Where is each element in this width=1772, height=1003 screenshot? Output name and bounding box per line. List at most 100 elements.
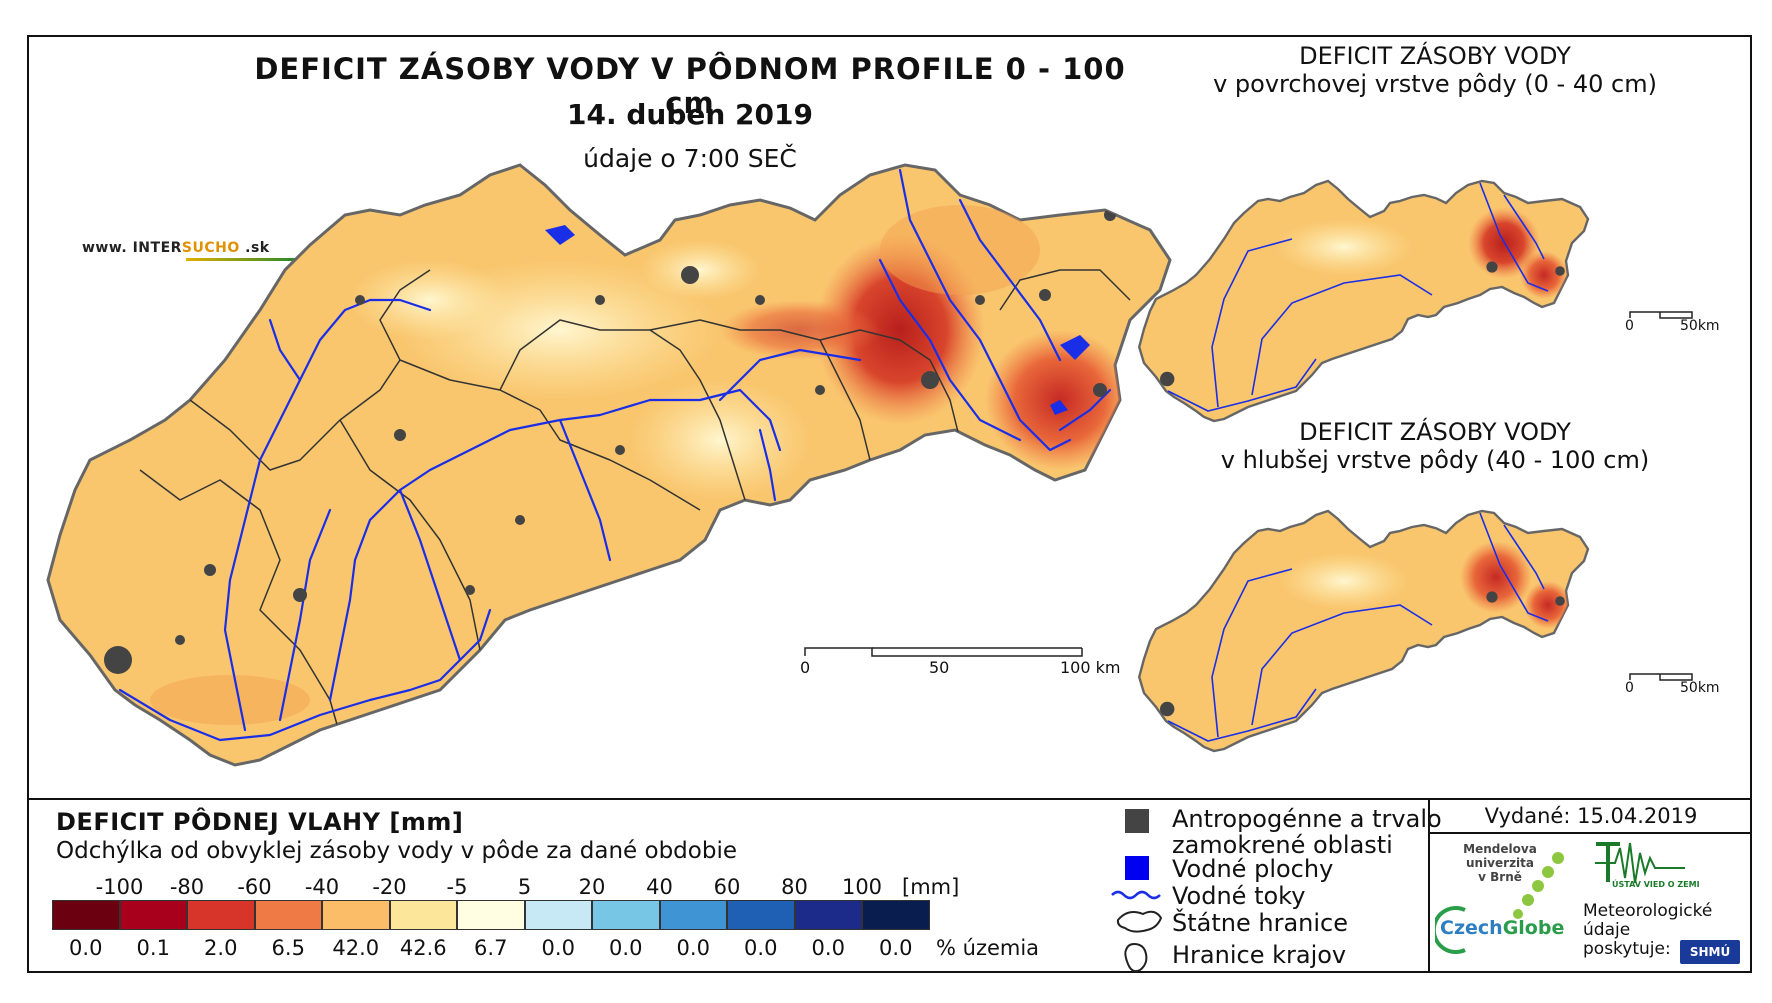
legend-swatch-11 bbox=[794, 900, 862, 930]
legend-swatch-10 bbox=[727, 900, 795, 930]
legend-threshold-3: -40 bbox=[304, 875, 340, 899]
shmu-logo-text: SHMÚ bbox=[1689, 945, 1731, 959]
legend-divider bbox=[27, 798, 1752, 800]
legend-swatch-5 bbox=[389, 900, 457, 930]
region-border-symbol bbox=[1124, 942, 1148, 973]
legend-threshold-1: -80 bbox=[169, 875, 205, 899]
czechglobe-arc-icon bbox=[1435, 906, 1466, 954]
legend-threshold-10: 80 bbox=[781, 875, 808, 899]
inset-bottom-title-line1: DEFICIT ZÁSOBY VODY bbox=[1299, 418, 1571, 446]
legend-water-streams: Vodné toky bbox=[1172, 882, 1306, 910]
scale-label-50: 50 bbox=[929, 658, 950, 677]
legend-threshold-7: 20 bbox=[578, 875, 606, 899]
legend-threshold-0: -100 bbox=[95, 875, 144, 899]
inset-top-title-line2: v povrchovej vrstve pôdy (0 - 40 cm) bbox=[1213, 70, 1657, 98]
legend-swatch-9 bbox=[659, 900, 727, 930]
legend-percent-0: 0.0 bbox=[69, 936, 103, 960]
website-underline bbox=[186, 258, 296, 261]
legend-state-border: Štátne hranice bbox=[1172, 909, 1348, 937]
legend-threshold-6: 5 bbox=[517, 875, 532, 899]
czechglobe-czech: Czech bbox=[1440, 917, 1503, 939]
issued-divider bbox=[1428, 832, 1752, 834]
legend-swatch-4 bbox=[322, 900, 390, 930]
credits-divider bbox=[1428, 798, 1430, 973]
legend-percent-9: 0.0 bbox=[676, 936, 710, 960]
legend-region-border: Hranice krajov bbox=[1172, 941, 1347, 969]
urban-area-swatch bbox=[1125, 809, 1149, 833]
legend-swatch-1 bbox=[119, 900, 187, 930]
inset-top-scale-bar bbox=[1629, 311, 1693, 319]
legend-swatch-3 bbox=[254, 900, 322, 930]
legend-threshold-8: 40 bbox=[646, 875, 673, 899]
czechglobe-globe: Globe bbox=[1502, 917, 1565, 939]
czechglobe-logo: CzechGlobe bbox=[1440, 917, 1564, 939]
main-scale-bar bbox=[804, 647, 1083, 657]
scale-label-0: 0 bbox=[800, 658, 811, 677]
mendel-logo-text: Mendelova univerzita v Brně bbox=[1450, 842, 1550, 884]
legend-percent-4: 42.0 bbox=[332, 936, 380, 960]
website-brand: SUCHO bbox=[181, 240, 240, 256]
legend-percent-3: 6.5 bbox=[271, 936, 305, 960]
legend-swatch-8 bbox=[592, 900, 660, 930]
inset-bottom-title-line2: v hlubšej vrstve pôdy (40 - 100 cm) bbox=[1220, 446, 1650, 474]
mendel-line2: univerzita bbox=[1465, 856, 1534, 870]
legend-threshold-4: -20 bbox=[372, 875, 407, 899]
legend-title: DEFICIT PÔDNEJ VLAHY [mm] bbox=[56, 808, 464, 836]
water-area-swatch bbox=[1125, 856, 1149, 880]
website-prefix: www. INTER bbox=[82, 240, 182, 256]
mendel-logo-icon bbox=[1513, 852, 1564, 919]
meteo-line1: Meteorologické bbox=[1583, 901, 1713, 921]
main-title: DEFICIT ZÁSOBY VODY V PÔDNOM PROFILE 0 -… bbox=[254, 52, 1126, 120]
website-suffix: .sk bbox=[239, 240, 270, 256]
inset-top-scale-50: 50km bbox=[1680, 318, 1720, 334]
state-border-symbol bbox=[1116, 910, 1163, 933]
legend-percent-5: 42.6 bbox=[399, 936, 447, 960]
legend-anthropogenic-line2: zamokrené oblasti bbox=[1172, 831, 1393, 859]
legend-swatch-12 bbox=[862, 900, 930, 930]
legend-unit-mm: [mm] bbox=[902, 875, 960, 899]
legend-unit-percent: % územia bbox=[936, 936, 1040, 960]
legend-threshold-9: 60 bbox=[713, 875, 741, 899]
legend-threshold-5: -5 bbox=[446, 875, 468, 899]
legend-swatch-2 bbox=[187, 900, 255, 930]
legend-anthropogenic: Antropogénne a trvalo zamokrené oblasti bbox=[1172, 806, 1442, 858]
river-line-symbol bbox=[1111, 890, 1161, 900]
inset-top-title: DEFICIT ZÁSOBY VODY v povrchovej vrstve … bbox=[1210, 42, 1660, 98]
legend-percent-11: 0.0 bbox=[811, 936, 845, 960]
legend-percent-12: 0.0 bbox=[879, 936, 913, 960]
legend-percent-8: 0.0 bbox=[609, 936, 643, 960]
meteo-line3: poskytuje: bbox=[1583, 939, 1671, 959]
inset-map-bottom bbox=[1137, 509, 1590, 753]
inset-map-top bbox=[1137, 179, 1590, 423]
legend-percent-6: 6.7 bbox=[474, 936, 508, 960]
legend-percent-10: 0.0 bbox=[744, 936, 778, 960]
issued-date: Vydané: 15.04.2019 bbox=[1484, 804, 1698, 828]
meteo-credit: Meteorologické údaje poskytuje: bbox=[1583, 902, 1712, 959]
legend-subtitle: Odchýlka od obvyklej zásoby vody v pôde … bbox=[56, 838, 737, 864]
uvoz-logo-text: ÚSTAV VIED O ZEMI bbox=[1612, 880, 1700, 889]
scale-label-100: 100 km bbox=[1060, 658, 1121, 677]
legend-percent-7: 0.0 bbox=[541, 936, 575, 960]
website-label[interactable]: www. INTERSUCHO .sk bbox=[82, 240, 296, 261]
inset-bottom-scale-0: 0 bbox=[1625, 680, 1634, 696]
map-frame bbox=[27, 35, 1752, 973]
legend-anthropogenic-line1: Antropogénne a trvalo bbox=[1172, 805, 1442, 833]
shmu-logo: SHMÚ bbox=[1680, 940, 1740, 964]
main-date: 14. duben 2019 bbox=[567, 98, 813, 131]
inset-top-title-line1: DEFICIT ZÁSOBY VODY bbox=[1299, 42, 1571, 70]
inset-bottom-scale-bar bbox=[1629, 673, 1693, 681]
mendel-line3: v Brně bbox=[1478, 870, 1522, 884]
legend-percent-1: 0.1 bbox=[136, 936, 170, 960]
legend-threshold-11: 100 bbox=[841, 875, 883, 899]
inset-top-scale-0: 0 bbox=[1625, 318, 1634, 334]
legend-swatch-7 bbox=[524, 900, 592, 930]
inset-bottom-title: DEFICIT ZÁSOBY VODY v hlubšej vrstve pôd… bbox=[1210, 418, 1660, 474]
legend-swatch-6 bbox=[457, 900, 525, 930]
inset-bottom-scale-50: 50km bbox=[1680, 680, 1720, 696]
meteo-line2: údaje bbox=[1583, 920, 1631, 940]
main-time: údaje o 7:00 SEČ bbox=[583, 144, 797, 173]
legend-percent-2: 2.0 bbox=[204, 936, 238, 960]
legend-swatch-0 bbox=[52, 900, 120, 930]
legend-threshold-2: -60 bbox=[237, 875, 272, 899]
